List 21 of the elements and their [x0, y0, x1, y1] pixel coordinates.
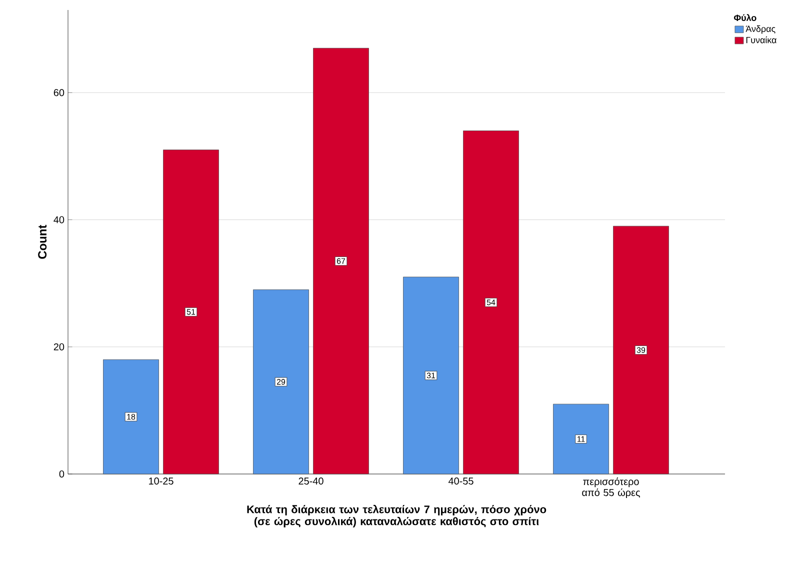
legend-label: Γυναίκα [746, 36, 776, 44]
x-tick-label: 40-55 [448, 478, 474, 485]
x-tick-label: 25-40 [298, 478, 324, 485]
bar [163, 150, 219, 474]
y-tick-label: 60 [54, 89, 64, 96]
y-tick-label: 40 [54, 216, 64, 224]
bar [553, 404, 609, 474]
bar [613, 226, 669, 474]
legend-title: Φύλο [734, 14, 756, 22]
bar [253, 289, 309, 474]
y-tick-label: 0 [59, 470, 64, 478]
x-tick-label: 10-25 [149, 478, 174, 485]
bar [313, 48, 369, 474]
y-axis-title: Count [38, 224, 47, 259]
bar [463, 130, 519, 474]
bar [103, 359, 159, 474]
x-axis-title: Κατά τη διάρκεια των τελευταίων 7 ημερών, πόσο χρόνο (σε ώρες συνολικά) καταναλώσατε καθιστός στο σπίτι [247, 504, 546, 528]
legend-label: Άνδρας [746, 25, 776, 34]
x-tick-label: περισσότερο από 55 ώρες [582, 478, 640, 498]
y-tick-label: 20 [54, 343, 64, 350]
bar [403, 276, 459, 474]
